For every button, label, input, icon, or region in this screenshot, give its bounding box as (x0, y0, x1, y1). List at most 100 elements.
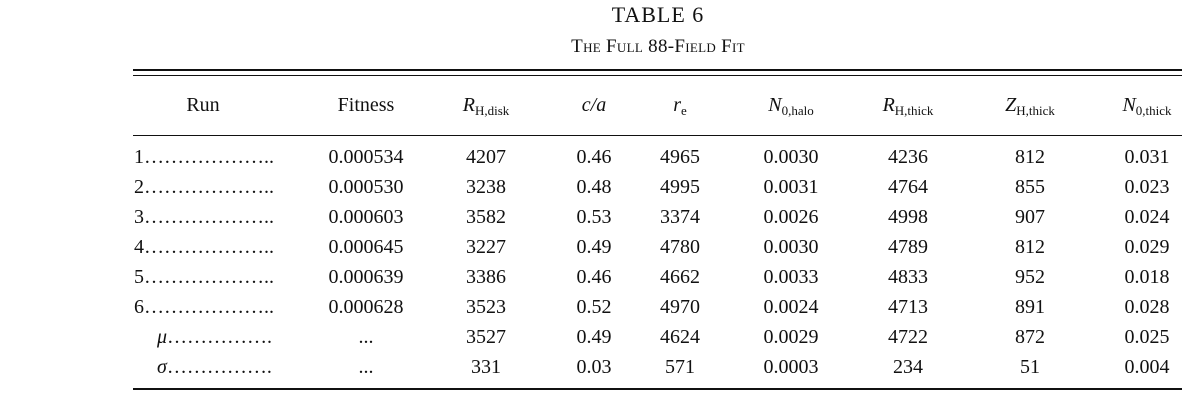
dot-leader: ……………….. (144, 236, 274, 258)
table-cell: 3227 (466, 236, 506, 258)
column-header-symbol: Z (1005, 94, 1017, 116)
run-label-text: μ (157, 326, 168, 348)
table-caption: The Full 88-Field Fit (571, 36, 745, 57)
table-cell: 4965 (660, 146, 700, 168)
run-label: 6……………….. (134, 295, 274, 319)
table-cell: 4764 (888, 176, 928, 198)
run-label: 5……………….. (134, 265, 274, 289)
column-header-subscript: H,thick (894, 103, 934, 118)
table-cell: 4970 (660, 296, 700, 318)
column-header-symbol: Fitness (337, 94, 395, 116)
table-cell: 3523 (466, 296, 506, 318)
dot-leader: ……………….. (144, 266, 274, 288)
column-header: RH,disk (431, 93, 541, 123)
table-cell: 0.000603 (328, 206, 404, 228)
table-cell: 0.028 (1124, 296, 1170, 318)
column-header-subscript: e (681, 103, 687, 118)
dot-leader: ……………….. (144, 296, 274, 318)
run-label-text: 4 (134, 236, 144, 258)
column-header: c/a (554, 93, 634, 117)
table-cell: 0.52 (576, 296, 612, 318)
table-cell: 891 (1015, 296, 1045, 318)
table-cell: 0.53 (576, 206, 612, 228)
table-cell: 0.000534 (328, 146, 404, 168)
table-cell: 3374 (660, 206, 700, 228)
table-cell: 3386 (466, 266, 506, 288)
table-cell: 0.46 (576, 266, 612, 288)
column-header: N0,thick (1097, 93, 1197, 123)
run-label: 1……………….. (134, 145, 274, 169)
table-cell: 0.000645 (328, 236, 404, 258)
column-header-subscript: 0,halo (781, 103, 814, 118)
run-label: μ……………. (157, 325, 272, 349)
table-cell: 3527 (466, 326, 506, 348)
column-header-symbol: R (882, 94, 895, 116)
top-rule-thin (133, 75, 1182, 76)
table-cell: 4998 (888, 206, 928, 228)
table-cell: 0.0030 (763, 146, 819, 168)
table-cell: 4780 (660, 236, 700, 258)
column-header-subscript: H,thick (1016, 103, 1055, 118)
column-header-subscript: H,disk (474, 103, 510, 118)
column-header: Fitness (301, 93, 431, 117)
table-cell: 234 (893, 356, 923, 378)
run-label: 2……………….. (134, 175, 274, 199)
table-cell: 0.49 (576, 236, 612, 258)
table-cell: 4236 (888, 146, 928, 168)
table-cell: 3582 (466, 206, 506, 228)
table-cell: ... (358, 326, 374, 348)
column-header-symbol: N (768, 94, 782, 116)
table-cell: 872 (1015, 326, 1045, 348)
table-cell: 0.0029 (763, 326, 819, 348)
table-cell: ... (358, 356, 374, 378)
table-cell: 3238 (466, 176, 506, 198)
table-cell: 51 (1020, 356, 1040, 378)
table-cell: 812 (1015, 146, 1045, 168)
column-header: ZH,thick (975, 93, 1085, 123)
table-cell: 0.000530 (328, 176, 404, 198)
table-cell: 812 (1015, 236, 1045, 258)
run-label: 3……………….. (134, 205, 274, 229)
table-cell: 952 (1015, 266, 1045, 288)
dot-leader: ……………. (166, 356, 272, 378)
run-label-text: 1 (134, 146, 144, 168)
table-cell: 0.46 (576, 146, 612, 168)
table-cell: 331 (471, 356, 501, 378)
column-header: RH,thick (848, 93, 968, 123)
table-cell: 0.03 (576, 356, 612, 378)
table-cell: 4789 (888, 236, 928, 258)
table-cell: 4624 (660, 326, 700, 348)
run-label-text: σ (157, 356, 167, 378)
column-header-symbol: N (1122, 94, 1136, 116)
table-cell: 0.0024 (763, 296, 819, 318)
dot-leader: ……………. (167, 326, 273, 348)
table-cell: 0.000628 (328, 296, 404, 318)
column-header-subscript: 0,thick (1135, 103, 1172, 118)
column-header: re (640, 93, 720, 123)
column-header-symbol: Run (186, 94, 220, 116)
table-cell: 0.49 (576, 326, 612, 348)
table-cell: 0.004 (1124, 356, 1170, 378)
column-header-symbol: r (673, 94, 681, 116)
table-cell: 4995 (660, 176, 700, 198)
table-cell: 907 (1015, 206, 1045, 228)
column-header-symbol: R (462, 94, 475, 116)
table-cell: 4722 (888, 326, 928, 348)
top-rule-thick (133, 69, 1182, 71)
table-cell: 0.024 (1124, 206, 1170, 228)
table-cell: 0.025 (1124, 326, 1170, 348)
column-header: N0,halo (731, 93, 851, 123)
dot-leader: ……………….. (144, 146, 274, 168)
table-cell: 0.000639 (328, 266, 404, 288)
table-cell: 571 (665, 356, 695, 378)
table-cell: 0.023 (1124, 176, 1170, 198)
table-cell: 0.0003 (763, 356, 819, 378)
table-cell: 4207 (466, 146, 506, 168)
column-header-symbol: c/a (581, 94, 607, 116)
table-cell: 0.018 (1124, 266, 1170, 288)
table-cell: 855 (1015, 176, 1045, 198)
run-label-text: 3 (134, 206, 144, 228)
dot-leader: ……………….. (144, 206, 274, 228)
table-cell: 0.0030 (763, 236, 819, 258)
table-cell: 0.0031 (763, 176, 819, 198)
